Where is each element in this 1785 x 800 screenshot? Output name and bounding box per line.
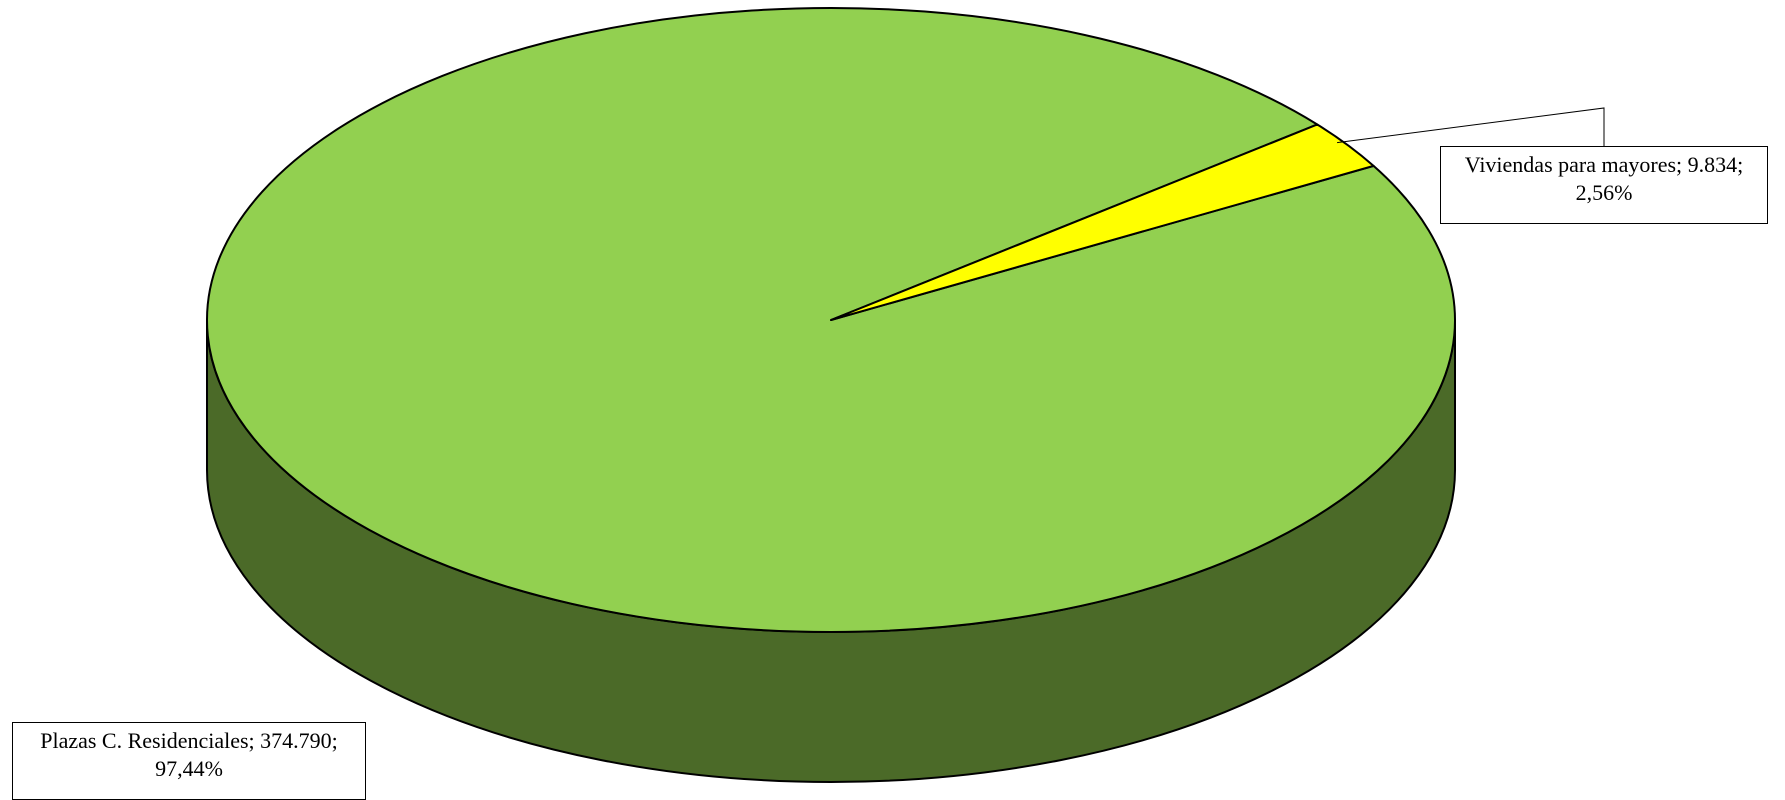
data-label-viviendas-para-mayores: Viviendas para mayores; 9.834; 2,56%	[1440, 146, 1768, 224]
data-label-plazas-line2: 97,44%	[155, 756, 223, 781]
data-label-viviendas-line2: 2,56%	[1575, 180, 1633, 205]
leader-line-viviendas-para-mayores	[1337, 107, 1605, 146]
pie-slice-viviendas-para-mayores	[830, 123, 1375, 321]
pie-top-group	[205, 6, 1456, 633]
leader-lines	[1337, 107, 1605, 146]
data-label-viviendas-line1: Viviendas para mayores; 9.834;	[1464, 152, 1744, 177]
data-label-plazas-line1: Plazas C. Residenciales; 374.790;	[40, 728, 338, 753]
data-label-plazas-c-residenciales: Plazas C. Residenciales; 374.790; 97,44%	[12, 722, 366, 800]
